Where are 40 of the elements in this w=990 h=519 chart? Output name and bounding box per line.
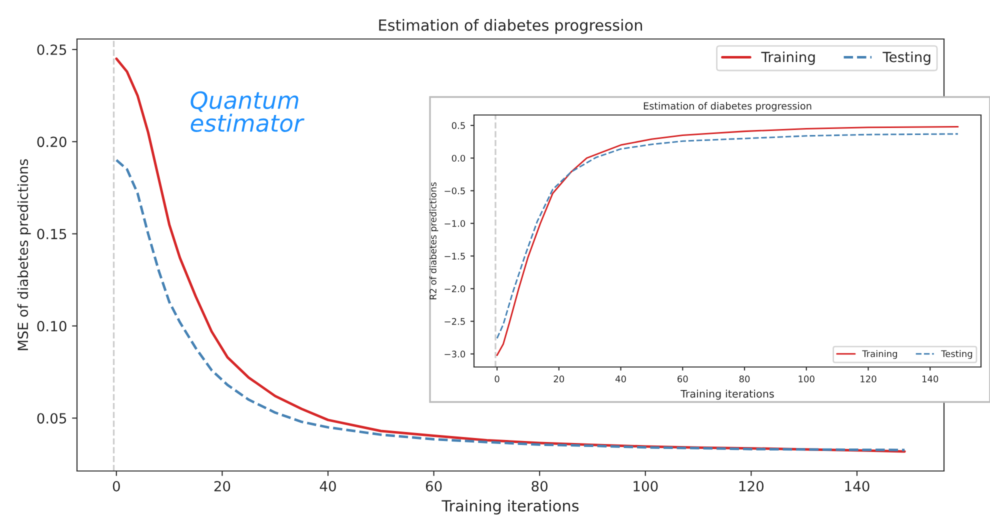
y-tick-label: 0.10 [37,320,66,332]
x-axis-title: Training iterations [680,390,774,400]
y-axis-title: MSE of diabetes predictions [17,159,31,350]
y-tick-label: −2.0 [444,285,466,292]
x-tick-label: 100 [798,375,814,382]
x-tick-label: 60 [678,375,688,382]
x-tick-label: 80 [739,375,750,382]
x-tick-label: 0 [112,480,120,492]
x-tick-label: 0 [494,375,500,382]
x-tick-label: 100 [634,480,658,492]
y-tick-label: −1.0 [444,220,466,227]
chart-title: Estimation of diabetes progression [379,19,642,34]
x-axis-title: Training iterations [442,500,579,515]
x-tick-label: 120 [739,480,764,492]
x-tick-label: 40 [615,375,626,382]
x-tick-label: 40 [320,480,336,492]
legend-label: Testing [882,52,930,65]
x-tick-label: 80 [532,480,548,492]
y-tick-label: −0.5 [444,187,465,194]
y-tick-label: 0.15 [37,228,66,240]
x-tick-label: 60 [426,480,442,492]
y-axis-title: R2 of diabetes predictions [429,182,438,300]
y-tick-label: −2.5 [444,318,465,325]
y-tick-label: 0.5 [452,122,465,130]
y-tick-label: 0.20 [37,136,66,148]
chart-title: Estimation of diabetes progression [644,102,812,112]
annotation: Quantum estimator [190,91,304,132]
y-tick-label: 0.0 [452,154,466,162]
y-tick-label: −3.0 [444,350,466,358]
legend-label: Training [862,350,897,359]
x-tick-label: 20 [554,375,564,382]
y-tick-label: −1.5 [444,252,465,260]
legend-label: Training [761,52,815,65]
x-tick-label: 120 [860,375,876,382]
x-tick-label: 140 [845,480,870,492]
y-tick-label: 0.05 [37,413,66,424]
legend-label: Testing [941,350,972,359]
x-tick-label: 140 [922,375,938,382]
y-tick-label: 0.25 [37,44,66,55]
x-tick-label: 20 [214,480,230,492]
